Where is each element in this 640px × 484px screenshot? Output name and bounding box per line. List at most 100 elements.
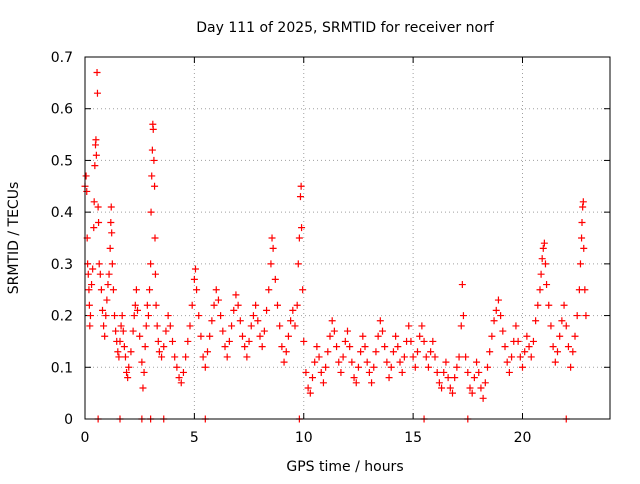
data-point: [529, 337, 537, 345]
data-point: [407, 337, 415, 345]
data-point: [313, 343, 321, 351]
data-point: [363, 358, 371, 366]
data-point: [418, 322, 426, 330]
data-point: [505, 368, 513, 376]
data-point: [322, 363, 330, 371]
data-point: [115, 353, 123, 361]
data-point: [537, 270, 545, 278]
data-point: [306, 389, 314, 397]
data-point: [551, 358, 559, 366]
data-point: [381, 343, 389, 351]
data-point: [494, 296, 502, 304]
data-point: [147, 260, 155, 268]
data-point: [82, 172, 90, 180]
data-point: [219, 327, 227, 335]
data-point: [184, 337, 192, 345]
data-point: [107, 218, 115, 226]
data-point: [136, 332, 144, 340]
data-point: [523, 332, 531, 340]
data-point: [139, 384, 147, 392]
data-point: [433, 368, 441, 376]
data-point: [155, 348, 163, 356]
data-point: [446, 384, 454, 392]
data-point: [420, 337, 428, 345]
data-point: [389, 348, 397, 356]
data-point: [501, 343, 509, 351]
data-point: [539, 244, 547, 252]
data-point: [119, 327, 127, 335]
data-point: [519, 363, 526, 371]
data-point: [297, 182, 305, 190]
data-point: [289, 306, 297, 314]
data-point: [540, 239, 548, 247]
x-axis: 0 5 10 15 20: [81, 57, 531, 446]
data-point: [435, 379, 443, 387]
data-point: [440, 368, 448, 376]
data-point: [268, 234, 276, 242]
data-point: [479, 394, 487, 402]
data-point: [459, 312, 467, 320]
data-point: [486, 348, 494, 356]
x-tick-label: 5: [190, 430, 199, 446]
data-point: [536, 286, 544, 294]
y-tick-label: 0.3: [51, 257, 73, 273]
data-point: [101, 332, 109, 340]
data-point: [269, 244, 277, 252]
data-point: [525, 343, 533, 351]
data-point: [221, 343, 229, 351]
data-point: [160, 343, 168, 351]
data-point: [143, 301, 151, 309]
data-point: [116, 337, 124, 345]
data-point: [392, 332, 400, 340]
data-point: [104, 281, 112, 289]
data-point: [90, 198, 98, 206]
data-point: [394, 343, 402, 351]
data-point: [512, 322, 520, 330]
data-point: [411, 363, 419, 371]
data-point: [324, 348, 332, 356]
data-point: [107, 203, 115, 211]
data-point: [311, 358, 319, 366]
data-point: [365, 368, 373, 376]
data-point: [112, 327, 120, 335]
data-point: [449, 389, 456, 397]
data-point: [175, 374, 183, 382]
data-point: [201, 363, 209, 371]
data-point: [274, 301, 281, 309]
data-point: [534, 301, 542, 309]
data-point: [95, 260, 103, 268]
data-point: [99, 306, 106, 314]
data-point: [177, 379, 185, 387]
data-point: [258, 343, 266, 351]
data-point: [291, 322, 299, 330]
data-point: [543, 281, 551, 289]
y-axis-label: SRMTID / TECUs: [6, 182, 22, 295]
chart-title: Day 111 of 2025, SRMTID for receiver nor…: [196, 20, 495, 36]
data-point: [295, 234, 303, 242]
data-point: [581, 286, 589, 294]
data-point: [95, 218, 103, 226]
data-point: [190, 275, 198, 283]
data-point: [132, 286, 140, 294]
data-point: [232, 291, 240, 299]
data-point: [151, 270, 159, 278]
data-point: [129, 327, 137, 335]
data-point: [208, 317, 216, 325]
data-point: [516, 353, 524, 361]
data-point: [84, 270, 92, 278]
data-point: [141, 343, 149, 351]
data-point: [453, 363, 461, 371]
data-point: [414, 348, 421, 356]
data-point: [223, 353, 231, 361]
data-point: [339, 353, 347, 361]
data-point: [164, 312, 172, 320]
data-point: [147, 208, 155, 216]
data-point: [527, 353, 535, 361]
data-point: [579, 198, 587, 206]
data-point: [85, 301, 93, 309]
data-point: [162, 327, 170, 335]
data-point: [245, 337, 253, 345]
data-point: [488, 332, 496, 340]
data-point: [503, 358, 511, 366]
data-point: [300, 337, 308, 345]
